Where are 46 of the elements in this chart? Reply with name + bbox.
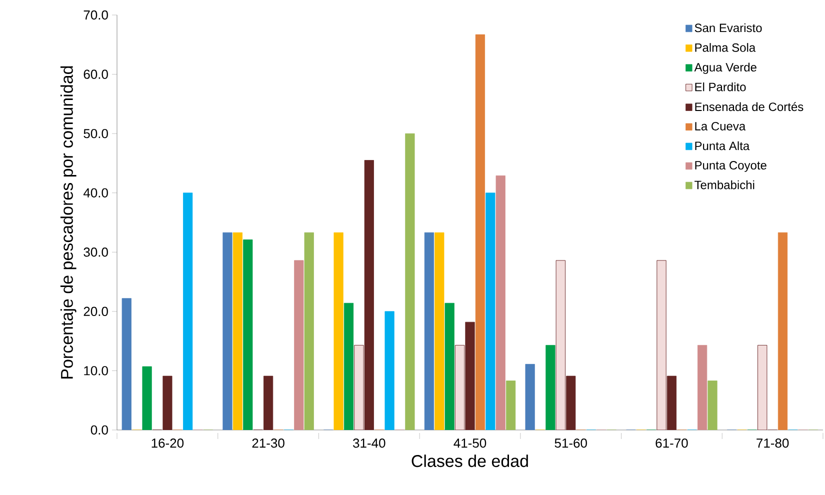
- bar: [656, 260, 666, 430]
- y-tick-label: 20.0: [84, 306, 108, 316]
- bar: [334, 232, 344, 430]
- bar: [465, 322, 475, 430]
- legend-label: Ensenada de Cortés: [695, 102, 804, 112]
- bar: [434, 232, 444, 430]
- bar: [556, 260, 566, 430]
- y-tick-label: 40.0: [83, 188, 108, 198]
- y-tick-label: 30.0: [84, 248, 108, 257]
- x-tick-label: 21-30: [252, 438, 284, 448]
- bar: [455, 345, 465, 430]
- bar: [263, 376, 274, 430]
- bar: [354, 345, 364, 430]
- y-tick-label: 60.0: [84, 70, 108, 79]
- x-tick-label: 31-40: [353, 438, 386, 448]
- bar: [162, 376, 172, 430]
- bar: [525, 364, 535, 430]
- bar: [666, 376, 677, 430]
- legend-label: Tembabichi: [694, 180, 754, 190]
- legend-label: San Evaristo: [694, 23, 762, 32]
- x-tick-label: 41-50: [454, 438, 486, 448]
- y-tick-label: 0.0: [90, 425, 108, 435]
- y-axis-title: Porcentaje de pescadores por comunidad: [60, 66, 76, 378]
- x-axis-title: Clases de edad: [412, 454, 528, 468]
- legend-label: Agua Verde: [694, 62, 756, 74]
- bar: [222, 232, 232, 430]
- bar: [424, 232, 434, 430]
- legend-label: Punta Alta: [695, 141, 750, 150]
- bar: [232, 232, 242, 430]
- x-tick-label: 71-80: [756, 438, 789, 448]
- legend-label: La Cueva: [695, 122, 746, 130]
- bar: [778, 232, 788, 430]
- y-tick-label: 50.0: [84, 128, 108, 138]
- legend-label: El Pardito: [695, 82, 746, 92]
- y-tick-label: 70.0: [84, 10, 108, 20]
- legend-label: Palma Sola: [695, 43, 756, 52]
- bar: [566, 376, 576, 430]
- bar: [475, 34, 485, 430]
- x-tick-label: 16-20: [152, 438, 184, 448]
- bar: [122, 298, 132, 430]
- bar: [364, 160, 374, 430]
- legend-label: Punta Coyote: [695, 161, 766, 172]
- bar: [758, 345, 768, 430]
- x-tick-label: 51-60: [554, 438, 587, 448]
- y-tick-label: 10.0: [84, 366, 108, 376]
- x-tick-label: 61-70: [656, 438, 688, 448]
